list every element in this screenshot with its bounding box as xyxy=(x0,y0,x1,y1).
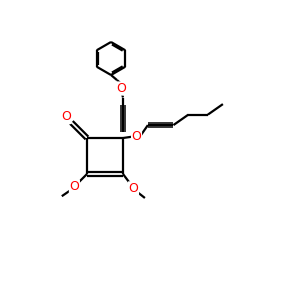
Text: O: O xyxy=(61,110,71,124)
Text: O: O xyxy=(70,180,79,193)
Text: O: O xyxy=(132,130,141,143)
Text: O: O xyxy=(129,182,138,195)
Text: O: O xyxy=(117,82,126,95)
